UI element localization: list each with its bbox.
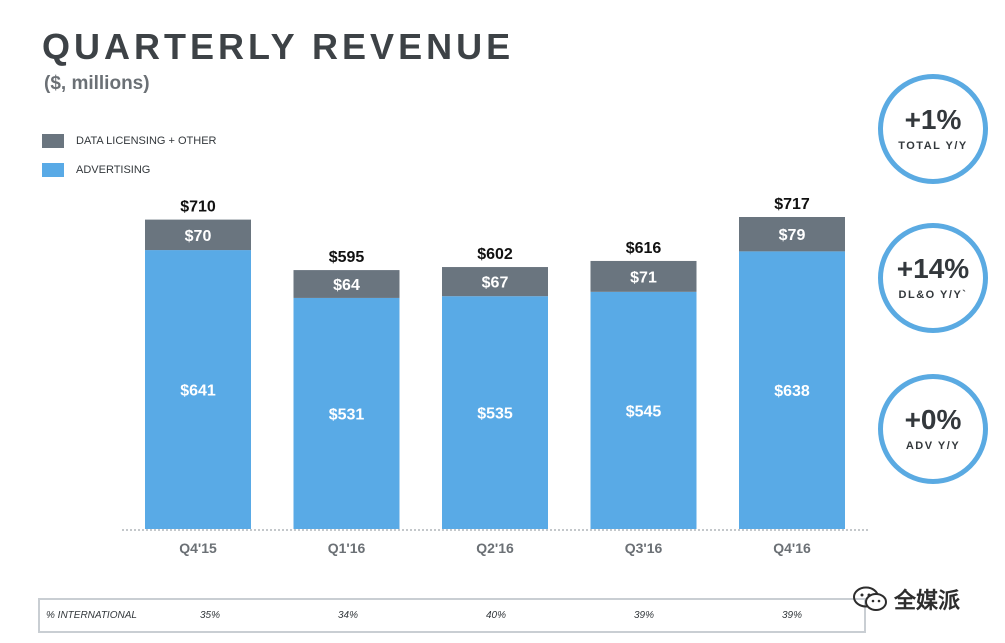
segment-label: $638 [774, 383, 810, 400]
badge-dlo-caption: DL&O Y/Y` [898, 289, 968, 301]
international-row: % INTERNATIONAL 35% 34% 40% 39% 39% [38, 598, 866, 633]
segment-label: $70 [185, 228, 212, 245]
legend-swatch-dlo [42, 133, 64, 148]
bar-segment [442, 267, 548, 297]
segment-label: $79 [779, 227, 806, 244]
bar-segment [590, 291, 697, 529]
watermark: 全媒派 [852, 583, 960, 615]
badge-adv-yoy: +0% ADV Y/Y [878, 374, 988, 484]
bar-segment [739, 217, 845, 252]
x-tick-label: Q4'15 [179, 540, 217, 556]
segment-label: $71 [630, 269, 657, 286]
segment-label: $67 [482, 275, 509, 292]
chart-subtitle: ($, millions) [44, 73, 150, 94]
legend-swatch-advertising [42, 162, 64, 177]
legend: DATA LICENSING + OTHER ADVERTISING [42, 126, 216, 184]
segment-label: $535 [477, 406, 513, 423]
total-label: $717 [774, 196, 810, 213]
bar-segment [293, 297, 400, 529]
badge-adv-value: +0% [904, 404, 962, 435]
chart-title: QUARTERLY REVENUE [42, 26, 515, 67]
segment-label: $641 [180, 383, 216, 400]
legend-label-dlo: DATA LICENSING + OTHER [76, 134, 217, 147]
legend-item-advertising: ADVERTISING [42, 155, 216, 184]
bar-segment [739, 251, 845, 529]
watermark-text: 全媒派 [894, 588, 961, 613]
wechat-icon [853, 586, 887, 611]
bar-segment [590, 260, 697, 292]
bar-segment [293, 270, 400, 298]
badge-total-yoy: +1% TOTAL Y/Y [878, 74, 988, 184]
total-label: $616 [626, 240, 662, 257]
segment-label: $545 [626, 403, 662, 420]
badge-total-value: +1% [904, 104, 962, 135]
bar-segment [145, 219, 251, 251]
international-value-q4-15: 35% [200, 610, 221, 621]
international-value-q1-16: 34% [338, 610, 359, 621]
badge-dlo-value: +14% [896, 253, 970, 284]
x-tick-label: Q2'16 [476, 540, 514, 556]
international-label: % INTERNATIONAL [46, 610, 137, 621]
x-tick-label: Q3'16 [625, 540, 663, 556]
legend-item-dlo: DATA LICENSING + OTHER [42, 126, 216, 155]
badge-dlo-yoy: +14% DL&O Y/Y` [878, 223, 988, 333]
international-value-q2-16: 40% [486, 610, 507, 621]
legend-label-advertising: ADVERTISING [76, 163, 151, 176]
international-value-q4-16: 39% [782, 610, 803, 621]
total-label: $602 [477, 246, 513, 263]
x-tick-label: Q1'16 [328, 540, 366, 556]
badge-adv-caption: ADV Y/Y [905, 440, 961, 452]
total-label: $595 [329, 249, 365, 266]
segment-label: $531 [329, 406, 365, 423]
segment-label: $64 [333, 277, 360, 294]
badge-total-caption: TOTAL Y/Y [898, 140, 968, 152]
bar-segment [442, 296, 548, 529]
bar-segment [145, 250, 251, 529]
total-label: $710 [180, 199, 216, 216]
x-tick-label: Q4'16 [773, 540, 811, 556]
international-value-q3-16: 39% [634, 610, 655, 621]
